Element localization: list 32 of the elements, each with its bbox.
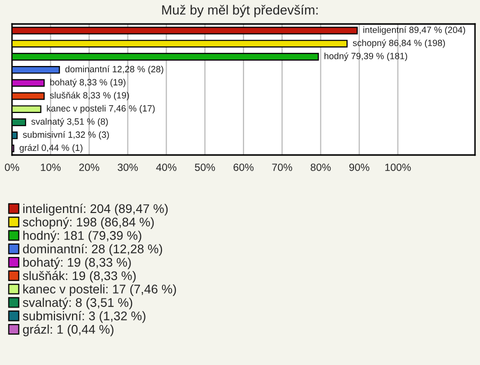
- data-label: slušňák 8,33 % (19): [50, 92, 129, 100]
- data-label: dominantní 12,28 % (28): [65, 66, 164, 74]
- x-tick-label: 40%: [156, 164, 176, 171]
- legend-label: schopný: 198 (86,84 %): [22, 217, 154, 229]
- x-tick-label: 90%: [349, 164, 370, 171]
- legend-label: bohatý: 19 (8,33 %): [23, 257, 131, 270]
- legend-label: hodný: 181 (79,39 %): [23, 230, 142, 242]
- data-label: bohatý 8,33 % (19): [50, 78, 126, 88]
- legend-label: slušňák: 19 (8,33 %): [22, 270, 136, 283]
- x-tick-label: 0%: [4, 164, 20, 171]
- legend-label: dominantní: 28 (12,28 %): [23, 244, 162, 256]
- data-label: grázl 0,44 % (1): [20, 144, 82, 153]
- x-tick-label: 30%: [118, 164, 138, 171]
- data-label: svalnatý 3,51 % (8): [31, 118, 108, 127]
- legend-label: svalnatý: 8 (3,51 %): [22, 298, 132, 310]
- x-tick-label: 100%: [385, 164, 411, 171]
- legend-label: inteligentní: 204 (89,47 %): [23, 204, 168, 216]
- data-label: submisivní 1,32 % (3): [22, 131, 109, 140]
- chart-title: Muž by měl být především:: [162, 4, 318, 18]
- legend-label: grázl: 1 (0,44 %): [23, 324, 114, 336]
- data-label: kanec v posteli 7,46 % (17): [46, 104, 155, 114]
- x-tick-label: 10%: [40, 164, 61, 171]
- data-label: inteligentní 89,47 % (204): [363, 26, 466, 35]
- legend-label: kanec v posteli: 17 (7,46 %): [23, 284, 176, 296]
- x-tick-label: 80%: [310, 164, 331, 171]
- legend-label: submisivní: 3 (1,32 %): [22, 311, 146, 323]
- data-label: hodný 79,39 % (181): [324, 52, 408, 62]
- x-tick-label: 50%: [194, 164, 215, 171]
- x-tick-label: 70%: [272, 164, 292, 171]
- x-tick-label: 20%: [79, 164, 100, 171]
- x-tick-label: 60%: [234, 164, 254, 171]
- data-label: schopný 86,84 % (198): [352, 39, 445, 48]
